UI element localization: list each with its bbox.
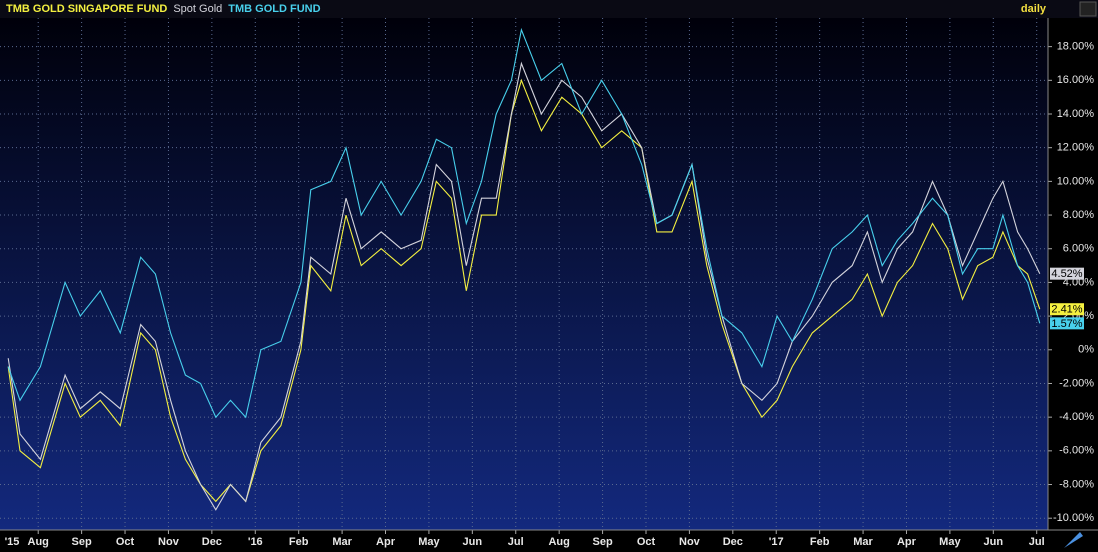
x-tick-label: Feb bbox=[289, 536, 309, 548]
legend-entry: TMB GOLD SINGAPORE FUND bbox=[6, 3, 167, 15]
y-tick-label: 0% bbox=[1078, 344, 1094, 356]
last-value-label: 1.57% bbox=[1051, 318, 1082, 330]
last-value-box bbox=[1050, 303, 1084, 316]
legend-entry: TMB GOLD FUND bbox=[228, 3, 320, 15]
x-tick-label: May bbox=[939, 536, 961, 548]
x-tick-label: Jul bbox=[508, 536, 524, 548]
x-tick-label: Oct bbox=[637, 536, 656, 548]
x-tick-label: Jun bbox=[463, 536, 483, 548]
x-tick-label: Mar bbox=[332, 536, 352, 548]
last-value-box bbox=[1050, 267, 1084, 280]
x-tick-label: Feb bbox=[810, 536, 830, 548]
plot-area bbox=[0, 18, 1048, 530]
y-tick-label: 6.00% bbox=[1063, 243, 1094, 255]
y-tick-label: 10.00% bbox=[1057, 175, 1095, 187]
legend-entry: Spot Gold bbox=[173, 3, 222, 15]
last-value-box bbox=[1050, 317, 1084, 330]
x-tick-label: Apr bbox=[376, 536, 396, 548]
grid bbox=[0, 18, 1048, 530]
x-tick-label: Dec bbox=[202, 536, 222, 548]
x-tick-label: Jul bbox=[1029, 536, 1045, 548]
y-tick-label: 8.00% bbox=[1063, 209, 1094, 221]
y-tick-label: 14.00% bbox=[1057, 108, 1095, 120]
axes: 18.00% 16.00% 14.00% 12.00% 10.00% 8.00% 6.00%… bbox=[0, 18, 1098, 548]
series-line bbox=[7, 61, 1041, 511]
y-tick-label: 16.00% bbox=[1057, 74, 1095, 86]
x-tick-label: Jun bbox=[984, 536, 1004, 548]
x-tick-label: '17 bbox=[769, 536, 784, 548]
y-tick-label: -8.00% bbox=[1059, 478, 1094, 490]
x-tick-label: Nov bbox=[679, 536, 701, 548]
series-line bbox=[7, 27, 1041, 419]
x-tick-label: '16 bbox=[248, 536, 263, 548]
x-tick-label: '15 bbox=[5, 536, 20, 548]
x-tick-label: Sep bbox=[72, 536, 92, 548]
lines bbox=[7, 27, 1041, 511]
period-label: daily bbox=[1021, 3, 1047, 15]
y-tick-label: -2.00% bbox=[1059, 377, 1094, 389]
x-tick-label: Aug bbox=[28, 536, 49, 548]
x-tick-label: Oct bbox=[116, 536, 135, 548]
x-tick-label: Nov bbox=[158, 536, 180, 548]
y-tick-label: -10.00% bbox=[1053, 512, 1094, 524]
x-tick-label: Dec bbox=[723, 536, 743, 548]
y-tick-label: -6.00% bbox=[1059, 445, 1094, 457]
x-tick-label: Apr bbox=[897, 536, 917, 548]
legend: TMB GOLD SINGAPORE FUND Spot Gold TMB GOLD… bbox=[6, 3, 321, 15]
x-tick-label: May bbox=[418, 536, 440, 548]
last-value-label: 4.52% bbox=[1051, 268, 1082, 280]
y-tick-label: -4.00% bbox=[1059, 411, 1094, 423]
y-tick-label: 12.00% bbox=[1057, 142, 1095, 154]
x-tick-label: Mar bbox=[853, 536, 873, 548]
x-tick-label: Aug bbox=[548, 536, 569, 548]
header-bar bbox=[0, 0, 1098, 18]
window-button[interactable] bbox=[1079, 1, 1097, 17]
y-tick-label: 18.00% bbox=[1057, 41, 1095, 53]
corner-icon bbox=[1064, 532, 1083, 548]
series-line bbox=[7, 78, 1041, 503]
x-tick-label: Sep bbox=[592, 536, 612, 548]
last-value-label: 2.41% bbox=[1051, 304, 1082, 316]
